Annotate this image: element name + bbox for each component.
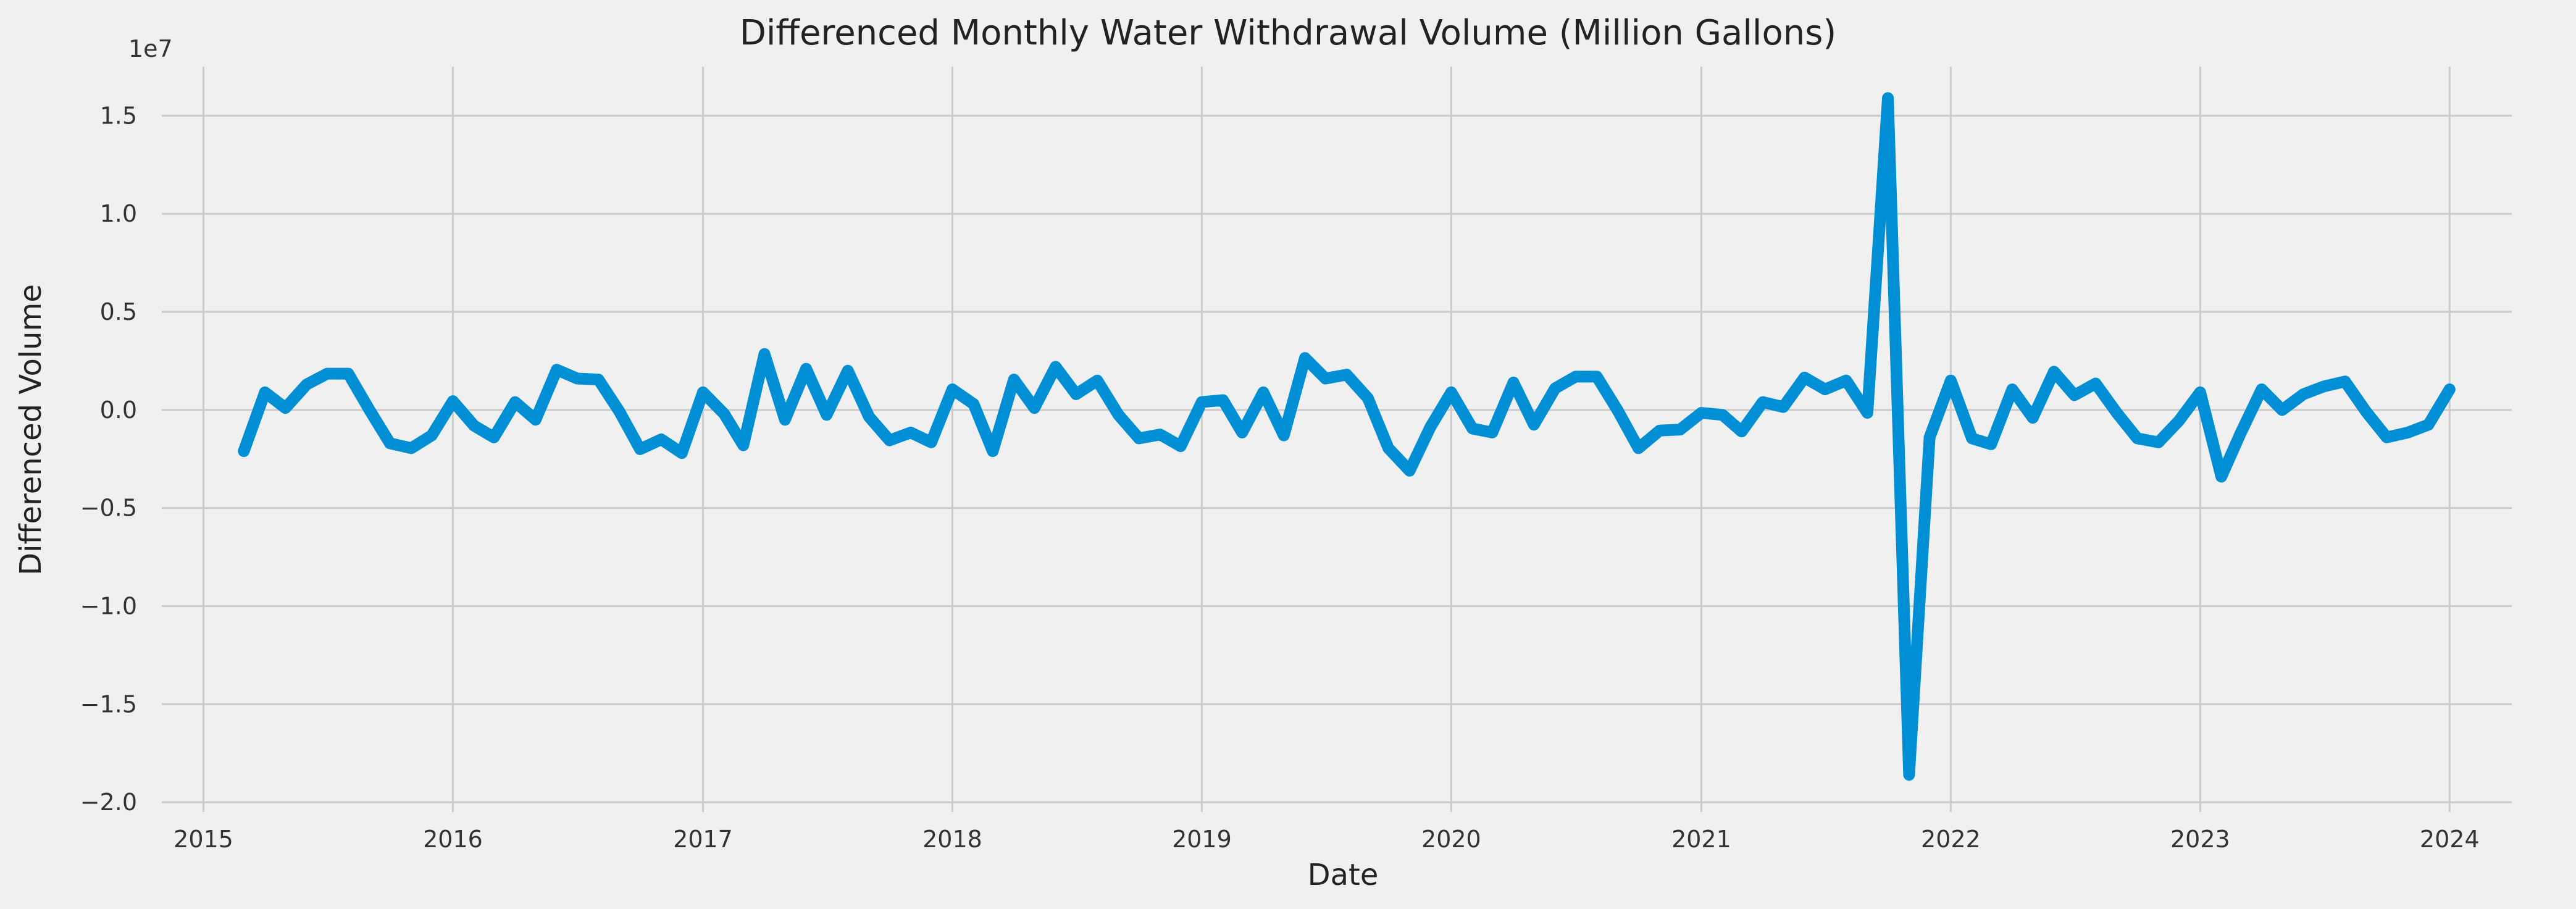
- x-tick-label: 2022: [1921, 826, 1981, 853]
- x-tick-label: 2017: [673, 826, 733, 853]
- x-tick-label: 2021: [1671, 826, 1731, 853]
- y-tick-label: 0.5: [100, 298, 137, 325]
- y-offset-label: 1e7: [128, 35, 173, 62]
- series-line: [238, 92, 2456, 781]
- y-tick-label: −2.0: [80, 789, 137, 816]
- x-tick-label: 2018: [922, 826, 982, 853]
- x-tick-label: 2019: [1172, 826, 1232, 853]
- x-axis-label: Date: [1308, 858, 1379, 892]
- y-tick-label: 1.5: [100, 102, 137, 129]
- y-tick-labels: 1.5 1.0 0.5 0.0 −0.5 −1.0 −1.5 −2.0: [80, 102, 137, 816]
- x-tick-labels: 2015 2016 2017 2018 2019 2020 2021 2022 2023 2024: [174, 826, 2479, 853]
- y-axis-label: Differenced Volume: [14, 284, 48, 576]
- x-tick-label: 2023: [2170, 826, 2230, 853]
- y-tick-label: −0.5: [80, 495, 137, 522]
- chart-title: Differenced Monthly Water Withdrawal Vol…: [740, 13, 1837, 53]
- x-tick-label: 2016: [423, 826, 483, 853]
- x-tick-label: 2024: [2420, 826, 2480, 853]
- y-tick-label: 1.0: [100, 200, 137, 227]
- y-tick-label: 0.0: [100, 396, 137, 424]
- x-tick-label: 2020: [1421, 826, 1481, 853]
- y-tick-label: −1.0: [80, 592, 137, 619]
- y-tick-label: −1.5: [80, 690, 137, 718]
- x-tick-label: 2015: [174, 826, 233, 853]
